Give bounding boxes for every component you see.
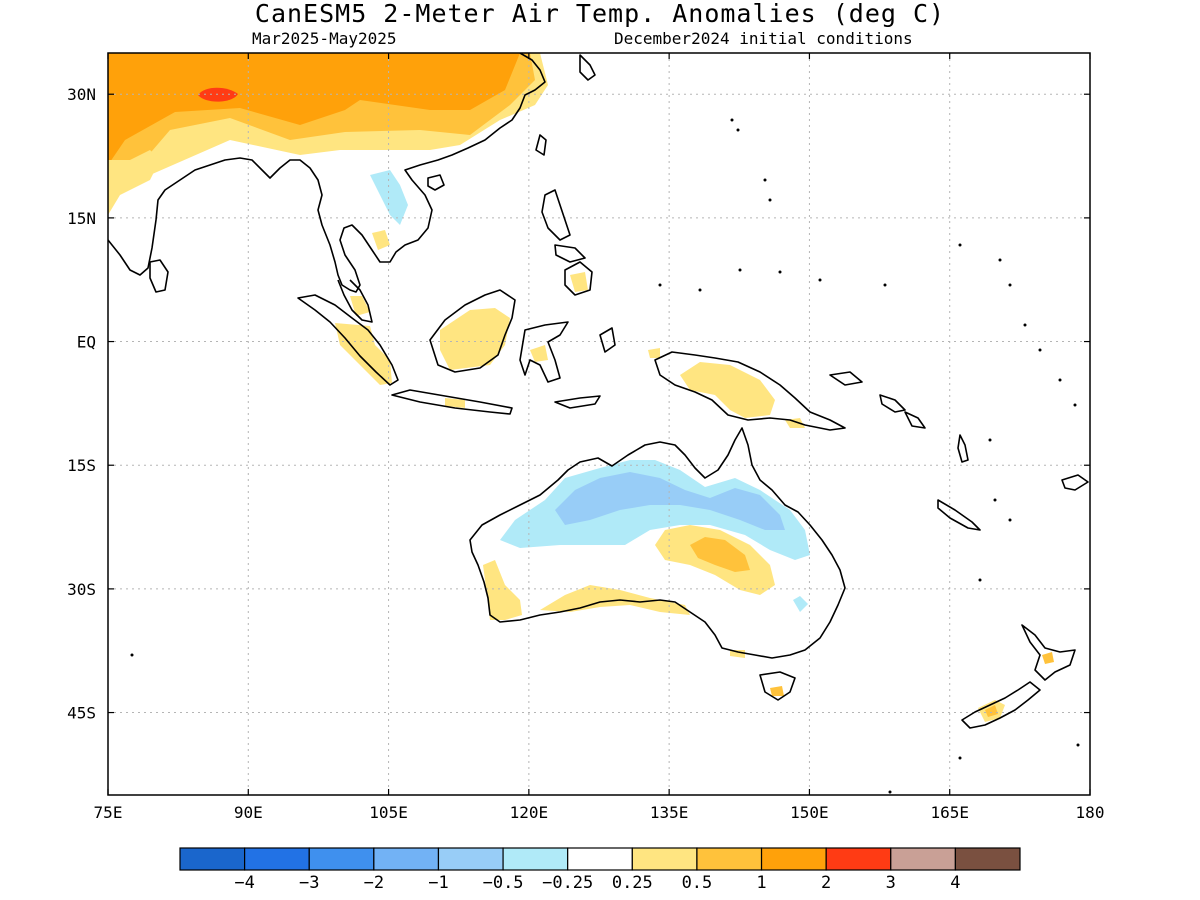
anomaly-fill-thailand-warm xyxy=(372,230,390,250)
coastline-nz-south xyxy=(961,681,1041,729)
anomaly-fill-halmahera xyxy=(648,348,660,358)
coastline-new-caledonia xyxy=(937,499,981,531)
colorbar-label: −2 xyxy=(364,873,384,893)
colorbar-labels: −4 −3 −2 −1 −0.5 −0.25 0.25 0.5 1 2 3 4 xyxy=(234,873,960,893)
anomaly-fill-sulawesi xyxy=(530,345,548,362)
colorbar-label: 0.5 xyxy=(682,873,713,893)
lon-label: 135E xyxy=(650,803,689,822)
colorbar-label: 0.25 xyxy=(612,873,653,893)
map-title: CanESM5 2-Meter Air Temp. Anomalies (deg… xyxy=(254,0,946,28)
anomaly-fill-wa-coast xyxy=(483,560,522,620)
gridlines xyxy=(108,53,1090,795)
colorbar-swatch xyxy=(760,847,827,871)
lat-label: 45S xyxy=(67,704,96,723)
lon-label: 90E xyxy=(234,803,263,822)
coastline-malay-peninsula xyxy=(337,279,373,323)
colorbar-label: 4 xyxy=(950,873,960,893)
lon-label: 165E xyxy=(930,803,969,822)
axis-ticks xyxy=(107,53,1091,795)
colorbar-label: −0.25 xyxy=(542,873,593,893)
coastline-mindanao xyxy=(564,261,593,296)
colorbar-label: 2 xyxy=(821,873,831,893)
coastline-java xyxy=(391,389,513,415)
coastline-timor xyxy=(554,395,601,409)
colorbar-swatch xyxy=(567,847,633,871)
colorbar-swatch xyxy=(244,847,310,871)
anomaly-fill-borneo xyxy=(440,308,510,370)
anomaly-fill-china-2 xyxy=(108,53,520,165)
anomaly-fill-central-australia-1 xyxy=(690,537,750,572)
colorbar-label: −1 xyxy=(428,873,448,893)
lat-label: 15S xyxy=(67,456,96,475)
colorbar-label: −4 xyxy=(234,873,254,893)
colorbar-swatch xyxy=(890,847,956,871)
colorbar-swatch xyxy=(954,847,1021,871)
colorbar-swatch xyxy=(179,847,246,871)
lon-label: 75E xyxy=(94,803,123,822)
coastline-australia xyxy=(469,427,846,659)
coastline-borneo xyxy=(429,289,516,373)
coastline-vanuatu xyxy=(957,434,969,463)
coastline-halmahera xyxy=(599,327,616,353)
coastline-sri-lanka xyxy=(149,259,169,293)
coastline-new-guinea xyxy=(654,351,846,431)
forecast-period: Mar2025-May2025 xyxy=(252,29,397,48)
coastline-new-britain xyxy=(829,371,863,386)
coastline-fiji xyxy=(1061,474,1089,491)
coastline-asia xyxy=(108,53,546,293)
anomaly-fill-sumatra xyxy=(335,323,392,385)
anomaly-fill-java xyxy=(445,398,465,408)
coastline-nz-north xyxy=(1021,624,1076,681)
anomaly-fill-new-guinea xyxy=(680,362,775,418)
lat-label: 15N xyxy=(67,209,96,228)
colorbar-label: −0.5 xyxy=(483,873,524,893)
colorbar-swatch xyxy=(437,847,504,871)
coastline-sumatra xyxy=(297,294,399,386)
lon-label: 120E xyxy=(510,803,549,822)
coastline-solomons xyxy=(879,394,906,413)
anomaly-fill-philippines xyxy=(570,272,588,292)
colorbar-label: 1 xyxy=(756,873,766,893)
coastline-solomons-2 xyxy=(904,411,926,429)
colorbar-swatch xyxy=(825,847,892,871)
anomaly-fill-nz-north xyxy=(1042,652,1054,664)
coastline-sulawesi xyxy=(519,321,569,383)
anomaly-fill-australia-025 xyxy=(500,460,810,560)
coastline-taiwan xyxy=(535,134,547,156)
colorbar-swatch xyxy=(308,847,375,871)
lat-label: 30S xyxy=(67,580,96,599)
pacific-islands xyxy=(130,118,1080,794)
anomaly-fill-malaysia xyxy=(350,296,370,316)
colorbar-swatch xyxy=(502,847,569,871)
lon-label: 150E xyxy=(790,803,829,822)
colorbar-swatch xyxy=(373,847,440,871)
coastline-visayas xyxy=(554,244,586,263)
colorbar-label: −3 xyxy=(299,873,319,893)
colorbar-swatch xyxy=(631,847,698,871)
colorbar-swatch xyxy=(696,847,763,871)
anomaly-fill-india-north xyxy=(108,150,160,215)
anomaly-fill-nz-south-1 xyxy=(985,705,998,717)
lon-label: 105E xyxy=(369,803,408,822)
initial-conditions: December2024 initial conditions xyxy=(614,29,913,48)
lat-label: EQ xyxy=(77,333,96,352)
anomaly-fill-australia-05 xyxy=(555,472,785,530)
coastline-korea xyxy=(579,54,596,81)
latitude-labels: 30N 15N EQ 15S 30S 45S xyxy=(67,85,96,722)
longitude-labels: 75E 90E 105E 120E 135E 150E 165E 180 xyxy=(94,803,1105,822)
lon-label: 180 xyxy=(1076,803,1105,822)
coastlines xyxy=(108,53,1089,729)
colorbar xyxy=(179,847,1021,871)
anomaly-shading xyxy=(108,53,1054,722)
anomaly-fill-tasmania xyxy=(770,686,784,696)
anomaly-fill-nsw-cool xyxy=(793,596,808,612)
coastline-luzon xyxy=(541,189,571,241)
coastline-tasmania xyxy=(759,671,796,701)
lat-label: 30N xyxy=(67,85,96,104)
coastline-hainan xyxy=(427,174,445,191)
colorbar-label: 3 xyxy=(886,873,896,893)
plot-frame xyxy=(107,52,1091,796)
